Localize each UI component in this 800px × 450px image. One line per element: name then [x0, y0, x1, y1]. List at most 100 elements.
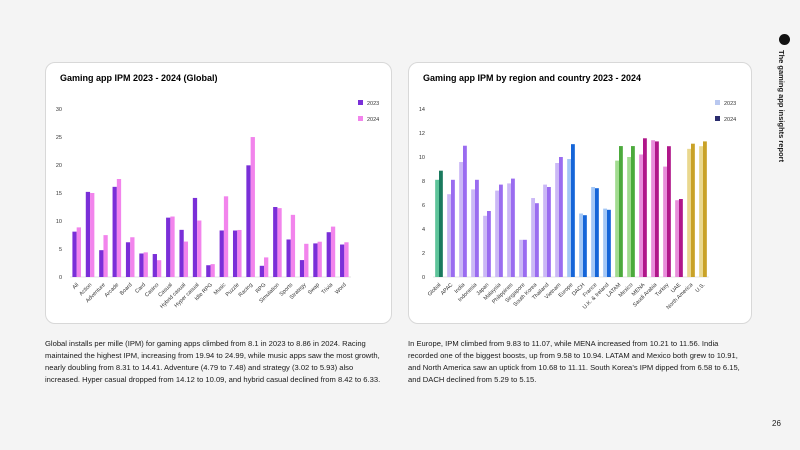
- x-tick-label: Board: [119, 282, 134, 297]
- bar: [703, 141, 707, 277]
- bar: [595, 188, 599, 277]
- bar: [326, 232, 331, 277]
- legend-swatch: [358, 116, 363, 121]
- bar: [687, 148, 691, 277]
- bar: [639, 154, 643, 277]
- side-title: The gaming app insights report: [777, 50, 786, 163]
- bar: [290, 214, 296, 277]
- y-tick-label: 4: [422, 227, 425, 233]
- bar: [667, 146, 671, 277]
- bar: [523, 239, 527, 277]
- bar: [179, 229, 184, 277]
- legend-swatch: [715, 116, 720, 121]
- bar: [499, 184, 503, 277]
- bar: [313, 243, 318, 277]
- bar: [197, 220, 202, 277]
- bar: [206, 265, 211, 277]
- chart-panel: Gaming app IPM by region and country 202…: [408, 62, 752, 324]
- bar: [219, 230, 224, 277]
- bar: [463, 145, 467, 277]
- legend-label: 2023: [367, 101, 379, 107]
- y-tick-label: 6: [422, 203, 425, 209]
- bar: [511, 178, 515, 277]
- chart-title: Gaming app IPM by region and country 202…: [423, 73, 641, 83]
- x-tick-label: Global: [427, 282, 442, 297]
- bar: [277, 208, 282, 277]
- bar: [192, 197, 198, 277]
- bar: [679, 199, 683, 277]
- logo-icon: [779, 34, 790, 45]
- bar: [273, 207, 278, 277]
- chart: Gaming app IPM by region and country 202…: [419, 73, 736, 311]
- y-tick-label: 12: [419, 131, 425, 137]
- bar: [583, 215, 587, 277]
- bar: [631, 146, 635, 277]
- bar: [156, 260, 162, 277]
- bar: [299, 260, 305, 277]
- bar: [330, 226, 336, 277]
- paragraph: Global installs per mille (IPM) for gami…: [45, 339, 381, 384]
- bar: [691, 143, 695, 277]
- x-tick-label: APAC: [440, 282, 455, 297]
- bar: [559, 157, 563, 277]
- bar: [487, 211, 491, 277]
- bar: [495, 190, 499, 277]
- bar: [223, 196, 229, 277]
- legend-label: 2024: [367, 117, 379, 123]
- bar: [483, 215, 487, 277]
- x-tick-label: Arcade: [104, 282, 121, 299]
- y-tick-label: 15: [56, 191, 62, 197]
- bar: [699, 146, 703, 277]
- bar: [90, 193, 95, 277]
- bar: [451, 179, 455, 277]
- bar: [317, 241, 322, 277]
- bar: [72, 231, 77, 277]
- bar: [210, 264, 215, 277]
- bar: [344, 242, 349, 277]
- bar: [130, 237, 135, 277]
- x-tick-label: Swap: [307, 282, 321, 296]
- bar: [139, 253, 144, 277]
- bar: [99, 250, 104, 277]
- bar: [246, 165, 251, 277]
- paragraph: In Europe, IPM climbed from 9.83 to 11.0…: [408, 339, 740, 384]
- y-tick-label: 30: [56, 107, 62, 113]
- bar: [237, 229, 242, 277]
- chart: Gaming app IPM 2023 - 2024 (Global) 0 5 10…: [56, 73, 379, 310]
- bar: [543, 184, 547, 277]
- y-tick-label: 0: [59, 275, 62, 281]
- bar: [531, 198, 535, 277]
- page-number: 26: [772, 419, 781, 428]
- y-tick-label: 5: [59, 247, 62, 253]
- bar: [619, 146, 623, 277]
- bar: [519, 239, 523, 277]
- bar: [555, 163, 559, 277]
- bar: [607, 209, 611, 277]
- legend-swatch: [358, 100, 363, 105]
- bar: [475, 179, 479, 277]
- bar: [643, 138, 647, 277]
- bar: [627, 157, 631, 277]
- bar: [76, 227, 81, 277]
- bar: [304, 243, 309, 277]
- y-tick-label: 2: [422, 251, 425, 257]
- bar: [85, 191, 91, 277]
- x-tick-label: All: [72, 282, 81, 291]
- bar: [567, 159, 571, 277]
- bar: [571, 144, 575, 277]
- x-tick-label: Word: [334, 282, 347, 295]
- bar: [675, 200, 679, 277]
- chart-panel: Gaming app IPM 2023 - 2024 (Global) 0 5 10…: [45, 62, 392, 324]
- bar: [259, 265, 265, 277]
- x-tick-label: U.S.: [695, 282, 707, 294]
- bar: [663, 166, 667, 277]
- bar: [170, 216, 175, 277]
- bar: [507, 183, 511, 277]
- bar: [286, 239, 291, 277]
- bar: [264, 257, 269, 277]
- bar: [439, 170, 443, 277]
- y-tick-label: 0: [422, 275, 425, 281]
- bar: [579, 213, 583, 277]
- y-tick-label: 14: [419, 107, 425, 113]
